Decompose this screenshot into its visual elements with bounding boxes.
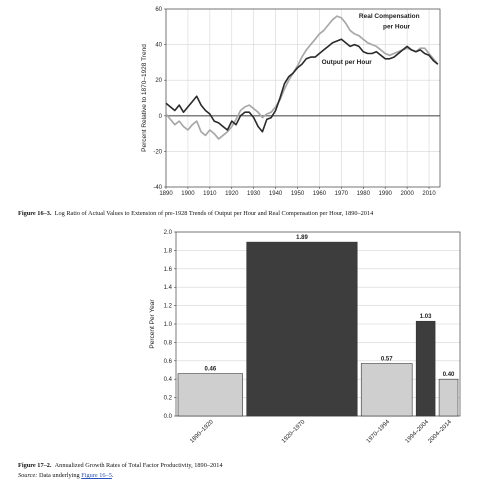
bar-chart: 0.0 0.2 0.4 0.6 0.8 1.0 1.2 1.4 1.6 1.8 2.0 Percent… <box>149 230 461 445</box>
x-tick-label: 1940 <box>269 191 283 197</box>
x-tick-label: 1990 <box>379 191 393 197</box>
bar-1890–1920 <box>177 373 244 417</box>
y-tick-label: 0.6 <box>164 359 173 365</box>
y-tick-label: 1.0 <box>164 322 173 328</box>
x-tick-label: 1930 <box>247 191 261 197</box>
y-tick-label: 0.2 <box>164 396 173 402</box>
figure-caption-2: Figure 17–2. Annualized Growth Rates of … <box>18 462 223 469</box>
bar-2004–2014 <box>438 378 459 417</box>
output-per-hour-label: Output per Hour <box>322 59 373 66</box>
y-tick-label: 2.0 <box>164 230 173 236</box>
category-label: 1890–1920 <box>189 419 215 445</box>
plot-frame <box>165 8 441 188</box>
compensation-label-line2: per Hour <box>383 24 411 31</box>
x-tick-label: 1960 <box>313 191 327 197</box>
y-tick-label: 1.4 <box>164 285 173 291</box>
x-tick-label: 2000 <box>400 191 414 197</box>
category-label: 1920–1970 <box>281 419 307 445</box>
bar-value-label: 0.46 <box>205 367 217 373</box>
bar-value-label: 1.03 <box>420 314 432 320</box>
x-tick-label: 1920 <box>225 191 239 197</box>
bar-1920–1970 <box>246 241 358 417</box>
y-tick-label: 0.4 <box>164 377 173 383</box>
bar-chart-figure: 0.0 0.2 0.4 0.6 0.8 1.0 1.2 1.4 1.6 1.8 2.0 Percent… <box>0 222 500 457</box>
y-tick-label: 0.0 <box>164 414 173 420</box>
source-text: Data underlying <box>38 472 80 479</box>
bar-1994–2004 <box>415 320 436 417</box>
y-tick-label: 1.6 <box>164 267 173 273</box>
line-chart-figure: -40 -20 0 20 40 60 1890 1900 1910 1920 1930 1940 195… <box>0 0 500 200</box>
y-tick-label: 20 <box>155 78 162 84</box>
x-tick-label: 1900 <box>181 191 195 197</box>
source-label: Source: <box>18 472 38 479</box>
bar-value-label: 0.57 <box>381 357 393 363</box>
source-end: . <box>111 472 114 479</box>
output-per-hour-line <box>165 38 439 133</box>
x-tick-label: 1970 <box>335 191 349 197</box>
y-tick-label: 60 <box>155 7 162 13</box>
x-tick-label: 1980 <box>357 191 371 197</box>
bar-value-label: 1.89 <box>296 235 308 241</box>
figure-source: Source: Data underlying Figure 16–5. <box>18 472 113 479</box>
y-tick-label: 0 <box>159 114 163 120</box>
y-tick-label: -20 <box>153 149 162 155</box>
compensation-label-line1: Real Compensation <box>359 13 420 20</box>
figure-caption-text-1: Log Ratio of Actual Values to Extension … <box>54 210 374 217</box>
bar-value-label: 0.40 <box>443 372 455 378</box>
y-tick-label: 1.2 <box>164 304 173 310</box>
x-tick-label: 1950 <box>291 191 305 197</box>
x-tick-label: 1910 <box>203 191 217 197</box>
y-axis-label: Percent Relative to 1870–1928 Trend <box>141 44 148 152</box>
figure-caption-text-2: Annualized Growth Rates of Total Factor … <box>54 462 223 469</box>
bar-1970–1994 <box>360 363 413 417</box>
y-tick-label: -40 <box>153 185 162 191</box>
category-label: 2004–2014 <box>427 419 453 445</box>
y-tick-label: 1.8 <box>164 248 173 254</box>
figure-caption-1: Figure 16–3. Log Ratio of Actual Values … <box>18 210 373 217</box>
real-compensation-line <box>165 15 439 140</box>
y-tick-label: 0.8 <box>164 340 173 346</box>
x-tick-label: 2010 <box>422 191 436 197</box>
y-tick-label: 40 <box>155 43 162 49</box>
figure-number-2: Figure 17–2. <box>18 462 52 469</box>
line-chart: -40 -20 0 20 40 60 1890 1900 1910 1920 1930 1940 195… <box>141 7 441 197</box>
figure-number-1: Figure 16–3. <box>18 210 52 217</box>
y-axis-label: Percent Per Year <box>149 299 156 349</box>
source-link[interactable]: Figure 16–5 <box>81 472 112 479</box>
category-label: 1970–1994 <box>366 419 392 445</box>
x-tick-label: 1890 <box>159 191 173 197</box>
